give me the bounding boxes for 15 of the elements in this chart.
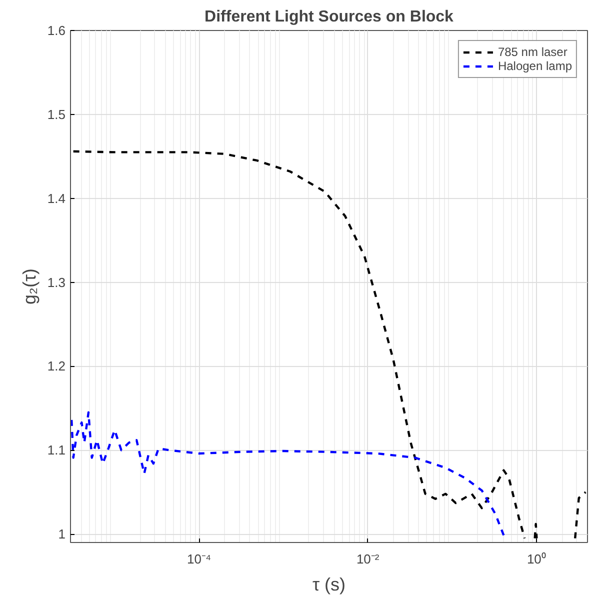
y-tick-label: 1.1: [47, 442, 66, 458]
x-tick-label: 10⁻⁴: [187, 552, 212, 566]
y-tick-label: 1.4: [47, 190, 66, 206]
x-tick-label: 10⁻²: [356, 552, 380, 566]
y-tick-label: 1.3: [47, 274, 66, 290]
legend-label: 785 nm laser: [498, 45, 568, 59]
legend-label: Halogen lamp: [498, 59, 572, 73]
y-tick-label: 1.5: [47, 106, 66, 122]
y-axis-title: g₂(τ): [19, 268, 40, 305]
y-tick-label: 1.6: [47, 23, 66, 38]
chart-title: Different Light Sources on Block: [204, 8, 454, 26]
y-tick-label: 1.2: [47, 358, 66, 374]
x-tick-label: 10⁰: [526, 552, 546, 566]
x-axis-title: τ (s): [312, 574, 346, 594]
y-tick-label: 1: [58, 526, 66, 542]
